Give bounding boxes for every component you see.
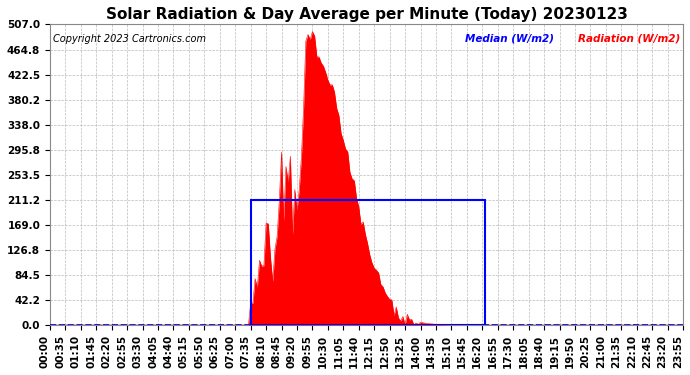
Text: Copyright 2023 Cartronics.com: Copyright 2023 Cartronics.com xyxy=(53,33,206,44)
Bar xyxy=(250,200,484,325)
Text: Radiation (W/m2): Radiation (W/m2) xyxy=(578,33,680,44)
Text: Median (W/m2): Median (W/m2) xyxy=(464,33,553,44)
Title: Solar Radiation & Day Average per Minute (Today) 20230123: Solar Radiation & Day Average per Minute… xyxy=(106,7,627,22)
